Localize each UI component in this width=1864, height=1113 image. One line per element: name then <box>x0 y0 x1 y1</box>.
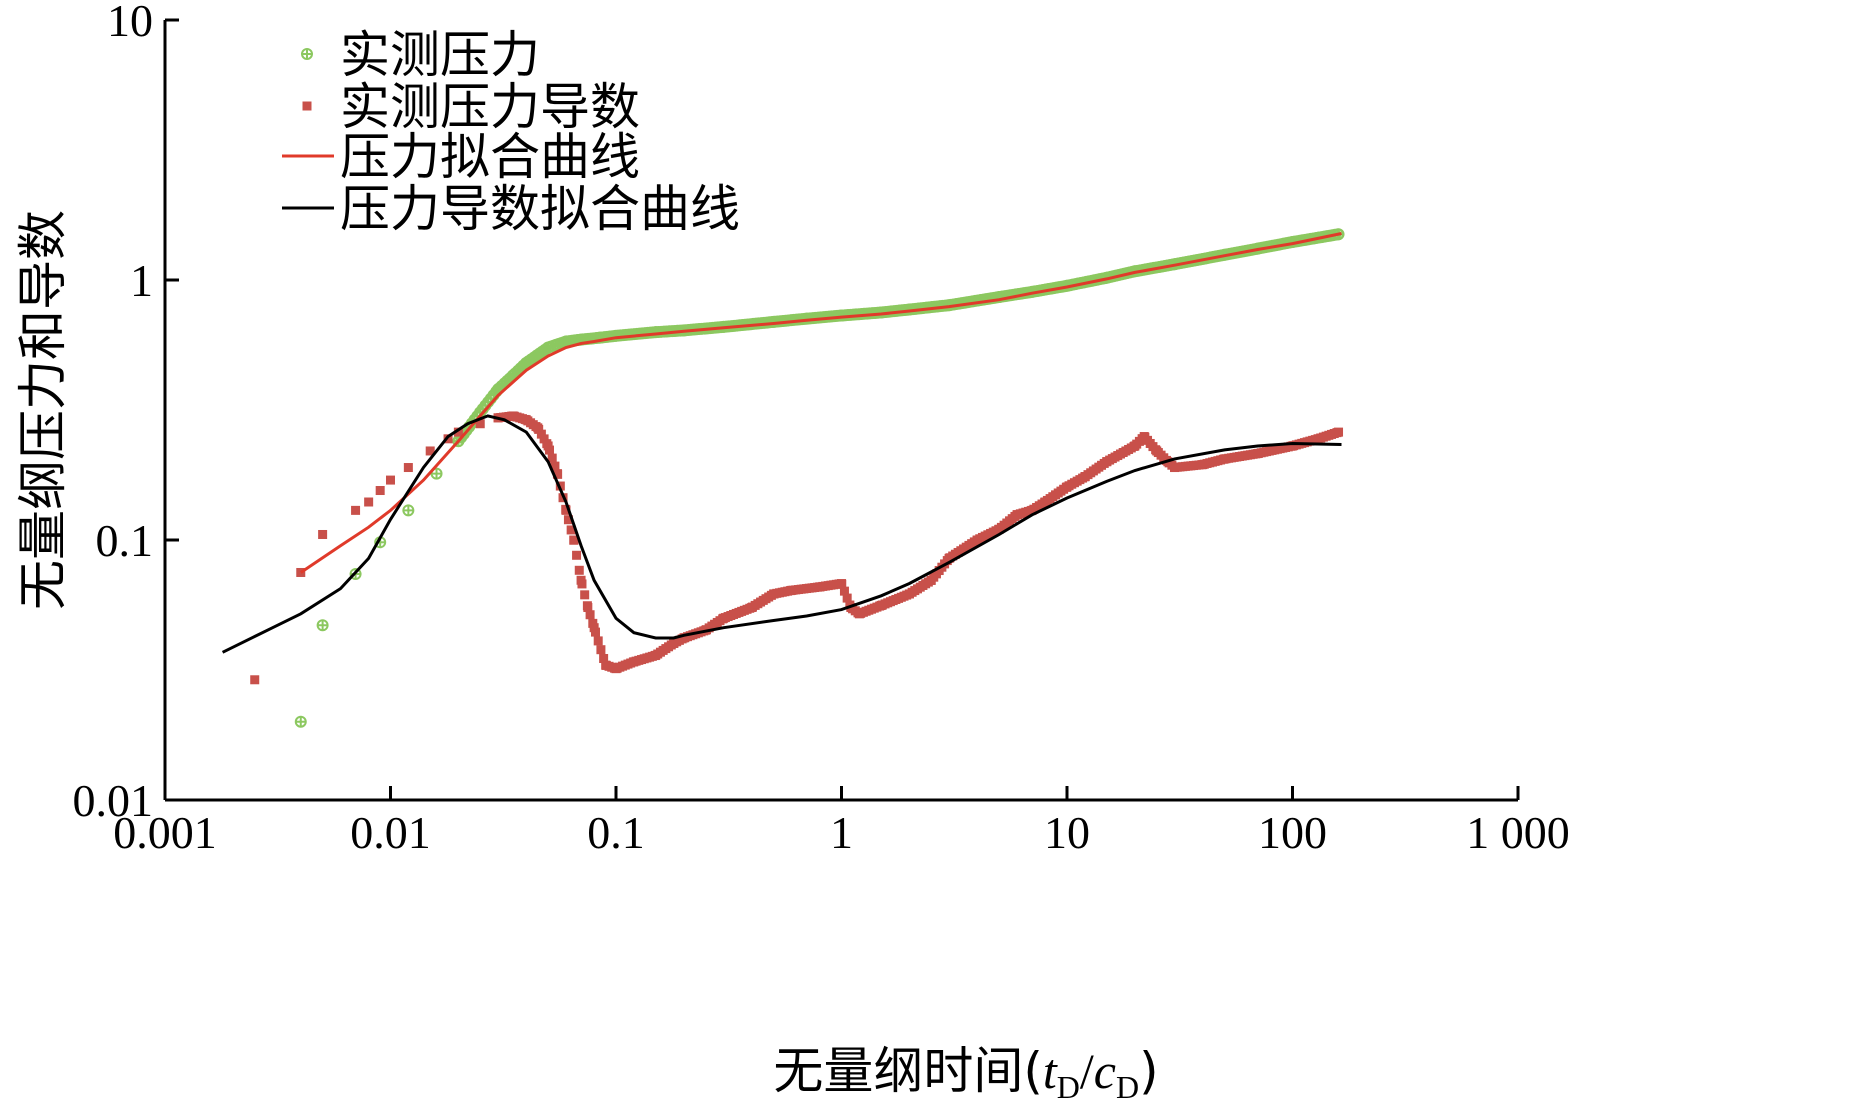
pressure-fit-line <box>299 232 1342 574</box>
derivative-point <box>577 579 587 589</box>
derivative-point <box>364 497 374 507</box>
derivative-point <box>572 550 582 560</box>
derivative-point <box>1332 428 1342 438</box>
y-tick-label: 10 <box>107 0 153 46</box>
x-tick-label: 0.01 <box>350 807 431 858</box>
derivative-point <box>582 601 592 611</box>
pressure-point <box>301 48 313 60</box>
x-tick-label: 1 000 <box>1466 807 1570 858</box>
legend-label: 实测压力导数 <box>340 78 640 136</box>
legend-label: 压力导数拟合曲线 <box>340 180 740 238</box>
pressure-point <box>316 619 329 632</box>
x-axis-title: 无量纲时间(tD/cD) <box>773 1042 1158 1105</box>
x-axis-title-sub1: D <box>1057 1069 1080 1105</box>
derivative-point <box>403 463 413 473</box>
x-axis-title-sub2: D <box>1116 1069 1139 1105</box>
x-axis-title-close: ) <box>1139 1042 1159 1100</box>
pressure-point <box>294 715 307 728</box>
y-tick-label: 0.01 <box>73 775 154 826</box>
x-tick-label: 10 <box>1044 807 1090 858</box>
x-tick-label: 100 <box>1258 807 1327 858</box>
derivative-fit-line <box>221 414 1342 654</box>
derivative-point <box>547 453 557 463</box>
legend-label: 压力拟合曲线 <box>340 128 640 186</box>
derivative-point <box>302 101 312 111</box>
x-axis-title-slash: / <box>1080 1043 1094 1099</box>
x-axis-title-main: 无量纲时间( <box>773 1042 1043 1100</box>
y-axis-title: 无量纲压力和导数 <box>14 210 72 610</box>
derivative-point <box>591 627 601 637</box>
derivative-point <box>545 445 555 455</box>
derivative-point <box>250 675 260 685</box>
derivative-point <box>318 529 328 539</box>
y-tick-label: 1 <box>130 255 153 306</box>
derivative-point <box>386 475 395 485</box>
x-tick-label: 0.001 <box>113 807 217 858</box>
derivative-point <box>593 636 603 646</box>
derivative-series <box>250 411 1344 685</box>
derivative-point <box>351 505 361 515</box>
derivative-point <box>580 590 590 600</box>
derivative-point <box>585 610 595 620</box>
plot-area <box>221 228 1345 728</box>
x-tick-label: 0.1 <box>587 807 645 858</box>
derivative-point <box>596 645 606 655</box>
derivative-point <box>296 567 306 577</box>
derivative-point <box>588 618 598 628</box>
y-tick-label: 0.1 <box>96 515 154 566</box>
derivative-point <box>425 446 435 456</box>
pressure-point <box>430 467 443 480</box>
x-axis-title-c: c <box>1094 1043 1116 1099</box>
derivative-point <box>375 486 385 496</box>
x-tick-label: 1 <box>830 807 853 858</box>
pressure-point <box>402 504 415 517</box>
derivative-point <box>574 565 584 575</box>
x-axis-title-t: t <box>1043 1043 1058 1099</box>
legend-label: 实测压力 <box>340 26 540 84</box>
pressure-series <box>294 228 1345 728</box>
